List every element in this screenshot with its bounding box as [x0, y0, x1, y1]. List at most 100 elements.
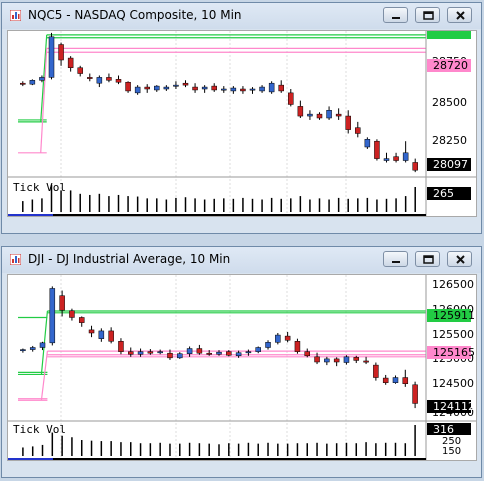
y-tick: 125500 [432, 328, 474, 341]
candle-up [201, 86, 208, 90]
candle-up [324, 358, 330, 363]
restore-icon [423, 255, 434, 264]
scroll-position-bar[interactable] [8, 458, 53, 460]
candle-down [118, 341, 124, 352]
candle-down [106, 77, 112, 81]
candle-up [255, 347, 261, 352]
last-price-text: 124112 [433, 400, 475, 413]
candle-up [29, 80, 36, 85]
scroll-track[interactable] [53, 458, 426, 460]
last-price-badge [427, 158, 471, 171]
candle-down [412, 384, 418, 404]
candle-up [49, 288, 56, 344]
price-chart-panel[interactable]: 126500 126000 125500 125000 124500 12400… [7, 274, 477, 461]
candle-up [173, 84, 179, 87]
volume-badge [427, 423, 471, 435]
candle-up [39, 342, 46, 348]
volume-label: Tick Vol [13, 423, 66, 436]
candle-down [108, 330, 114, 342]
candle-down [58, 44, 64, 61]
restore-button[interactable] [415, 7, 440, 23]
chart-app-icon [10, 254, 21, 265]
resistance-line-ramp [40, 351, 49, 401]
candle-down [345, 115, 351, 130]
candle-down [288, 92, 294, 105]
close-button[interactable] [447, 7, 472, 23]
minimize-button[interactable] [383, 251, 408, 267]
candle-down [147, 351, 154, 354]
candle-down [316, 113, 323, 119]
candle-down [278, 84, 284, 92]
candle-down [69, 310, 75, 318]
y-tick: 126500 [432, 278, 474, 291]
support-price-text: 125911 [433, 309, 475, 322]
close-button[interactable] [447, 251, 472, 267]
candle-down [167, 352, 173, 359]
candle-up [392, 377, 399, 383]
candle-down [125, 81, 131, 92]
nasdaq-candlestick-chart[interactable]: 28520 28750 28500 28250 28720 28097 Tick… [8, 31, 476, 216]
restore-icon [423, 11, 434, 20]
candle-down [77, 67, 83, 74]
resistance-price-badge [427, 59, 471, 72]
y-tick: 124500 [432, 377, 474, 390]
volume-badge [427, 187, 471, 200]
candle-down [59, 295, 65, 311]
scroll-track[interactable] [53, 214, 426, 216]
dji-candlestick-chart[interactable]: 126500 126000 125500 125000 124500 12400… [8, 275, 476, 460]
candle-up [48, 36, 55, 78]
candle-down [335, 113, 342, 117]
candle-down [78, 317, 85, 323]
chart-grid [60, 31, 347, 213]
scroll-position-bar[interactable] [8, 214, 53, 216]
candle-up [268, 82, 275, 93]
candle-up [216, 351, 222, 355]
last-price-text: 28097 [433, 158, 468, 171]
candle-down [192, 86, 198, 91]
candle-down [374, 140, 380, 159]
candle-up [20, 349, 26, 352]
minimize-icon [392, 17, 400, 19]
window-titlebar[interactable]: NQC5 - NASDAQ Composite, 10 Min [2, 3, 481, 29]
close-icon [456, 255, 465, 264]
close-icon [456, 11, 465, 20]
volume-badge-text: 265 [433, 187, 454, 200]
candle-down [402, 377, 409, 384]
candle-down [196, 348, 203, 354]
candle-down [211, 85, 217, 91]
candle-up [245, 351, 252, 354]
candles [20, 32, 418, 173]
volume-tick: 150 [442, 446, 461, 457]
chart-grid [60, 275, 347, 457]
window-titlebar[interactable]: DJI - DJ Industrial Average, 10 Min [2, 247, 481, 273]
candle-down [382, 377, 389, 383]
restore-button[interactable] [415, 251, 440, 267]
candle-up [186, 348, 193, 354]
candle-down [284, 335, 291, 341]
candle-up [402, 152, 409, 161]
candle-down [294, 341, 301, 352]
minimize-button[interactable] [383, 7, 408, 23]
candle-up [157, 351, 163, 354]
resistance-price-text: 125165 [433, 346, 475, 359]
candle-down [373, 364, 379, 378]
candle-up [29, 347, 36, 350]
candle-down [128, 351, 134, 355]
candle-down [240, 88, 246, 92]
candle-up [326, 110, 332, 119]
candle-up [383, 158, 390, 161]
candle-down [333, 358, 340, 363]
candle-down [206, 352, 212, 355]
resistance-line-ramp [40, 48, 48, 153]
candle-up [163, 86, 170, 90]
resistance-price-badge [427, 346, 471, 359]
y-tick: 28500 [432, 96, 467, 109]
candle-up [364, 139, 371, 148]
candle-up [134, 86, 141, 94]
candle-down [304, 351, 310, 357]
candle-down [393, 156, 399, 161]
candle-up [230, 87, 237, 92]
candle-up [307, 113, 313, 117]
nasdaq-chart-window: NQC5 - NASDAQ Composite, 10 Min 28520 28… [1, 2, 482, 234]
price-chart-panel[interactable]: 28520 28750 28500 28250 28720 28097 Tick… [7, 30, 477, 217]
